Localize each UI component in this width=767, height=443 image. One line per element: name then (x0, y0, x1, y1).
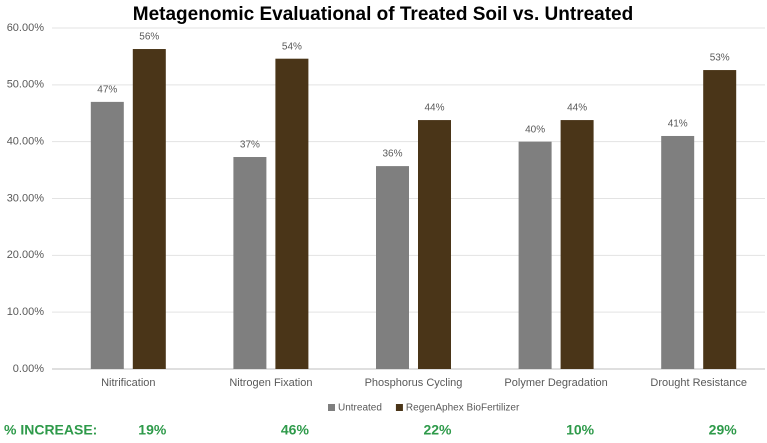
bar (418, 120, 451, 369)
y-tick-label: 50.00% (7, 79, 45, 91)
y-tick-label: 10.00% (7, 306, 45, 318)
bar (661, 135, 695, 369)
bar (703, 70, 737, 369)
y-tick-label: 30.00% (7, 192, 45, 204)
data-label: 40% (525, 124, 545, 135)
x-tick-label: Nitrogen Fixation (229, 377, 312, 389)
chart-title: Metagenomic Evaluational of Treated Soil… (133, 4, 633, 25)
x-tick-label: Drought Resistance (650, 377, 747, 389)
bar (132, 49, 166, 370)
legend-swatch (395, 404, 403, 411)
x-tick-label: Nitrification (101, 377, 155, 389)
bar (518, 141, 552, 369)
bar (233, 157, 267, 369)
x-tick-label: Polymer Degradation (504, 377, 607, 389)
y-tick-label: 0.00% (13, 363, 44, 375)
data-label: 44% (567, 103, 587, 114)
y-tick-label: 20.00% (7, 249, 45, 261)
bar (90, 101, 124, 369)
increase-value: 46% (281, 422, 310, 438)
data-label: 54% (282, 41, 302, 52)
bar (275, 58, 309, 369)
data-label: 56% (139, 32, 159, 43)
increase-label: % INCREASE: (4, 422, 97, 438)
data-label: 36% (382, 149, 402, 160)
data-label: 53% (710, 53, 730, 64)
legend-label: Untreated (338, 403, 382, 414)
data-label: 44% (424, 103, 444, 114)
y-tick-label: 60.00% (7, 22, 45, 34)
data-label: 47% (97, 85, 117, 96)
data-label: 37% (240, 140, 260, 151)
x-tick-label: Phosphorus Cycling (365, 377, 463, 389)
legend-swatch (328, 404, 335, 411)
legend-label: RegenAphex BioFertilizer (406, 403, 520, 414)
increase-value: 29% (709, 422, 738, 438)
increase-value: 10% (566, 422, 595, 438)
bar (560, 120, 594, 369)
increase-value: 22% (423, 422, 452, 438)
y-tick-label: 40.00% (7, 136, 45, 148)
increase-value: 19% (138, 422, 167, 438)
data-label: 41% (668, 119, 688, 130)
bar (376, 166, 409, 369)
